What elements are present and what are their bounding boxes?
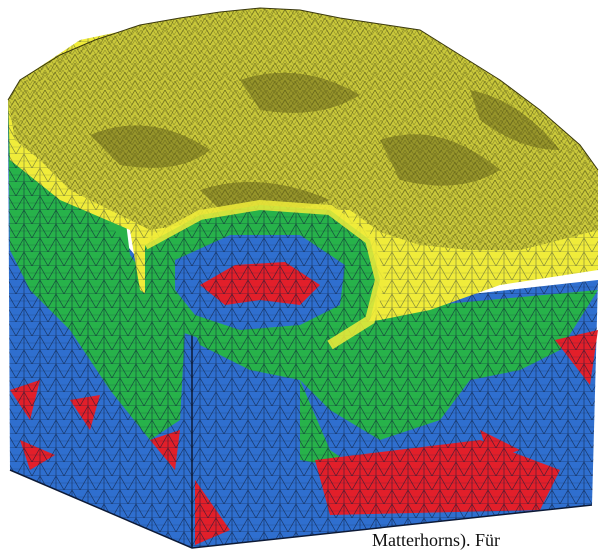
block-edges — [9, 325, 593, 549]
caption-text: Matterhorns). Für — [372, 530, 500, 550]
